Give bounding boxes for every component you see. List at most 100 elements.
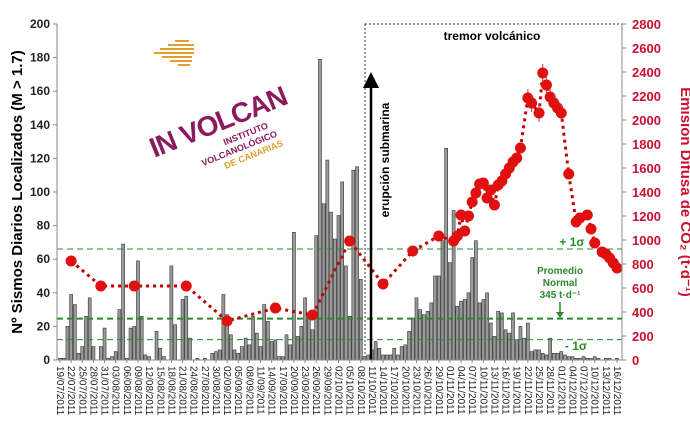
seismic-bar: [570, 356, 575, 361]
x-tick-label: 10/11/2011: [477, 366, 488, 415]
seismic-bar: [69, 294, 73, 361]
co2-point: [611, 262, 623, 274]
right-tick-label: 0: [632, 353, 639, 368]
x-tick-label: 21/08/2011: [177, 366, 188, 416]
seismic-bar: [217, 349, 222, 361]
seismic-bar: [255, 332, 259, 361]
seismic-bar: [184, 295, 189, 361]
x-tick-label: 02/09/2011: [221, 366, 232, 416]
seismic-bar: [306, 316, 311, 361]
seismic-bar: [548, 337, 552, 361]
seismic-bar: [377, 347, 382, 361]
right-axis-title: Emisión Difusa de CO₂ (t·d⁻¹): [677, 87, 690, 297]
left-axis-title: Nº Sismos Diarios Localizados (M > 1.7): [9, 50, 26, 333]
left-tick-label: 140: [30, 118, 50, 132]
seismic-bar: [91, 346, 96, 361]
co2-series: [65, 63, 623, 327]
x-tick-label: 30/08/2011: [210, 366, 221, 416]
x-tick-label: 28/07/2011: [87, 366, 98, 416]
co2-point: [540, 79, 552, 91]
right-tick-label: 2000: [632, 113, 661, 128]
seismic-bar: [477, 302, 482, 361]
co2-point: [533, 107, 545, 119]
seismic-bar: [221, 294, 226, 361]
co2-point: [514, 142, 526, 154]
reference-lines: [57, 248, 622, 341]
co2-point: [459, 225, 471, 237]
seismic-bar: [418, 309, 422, 361]
seismic-bar: [559, 351, 564, 361]
seismic-bar: [80, 346, 85, 361]
seismic-bar: [462, 299, 467, 361]
seismic-bar: [544, 354, 549, 361]
seismic-bar: [128, 327, 133, 361]
x-tick-label: 14/10/2011: [377, 366, 388, 416]
seismic-bar: [511, 312, 515, 361]
left-tick-label: 100: [30, 185, 50, 199]
right-tick-label: 200: [632, 329, 654, 344]
seismic-bar: [180, 299, 185, 361]
seismic-bar: [188, 337, 192, 361]
seismic-bar: [500, 312, 504, 361]
seismic-bar: [332, 238, 337, 361]
left-tick-label: 160: [30, 84, 50, 98]
x-tick-label: 16/12/2011: [611, 366, 622, 416]
co2-point: [462, 210, 474, 222]
seismic-bar: [273, 339, 278, 361]
seismic-bar: [210, 352, 215, 361]
seismic-bar: [422, 314, 426, 361]
x-tick-label: 01/11/2011: [444, 366, 455, 415]
x-tick-label: 05/09/2011: [232, 366, 243, 416]
seismic-bar: [280, 356, 285, 361]
mean-label-3: 345 t·d⁻¹: [540, 290, 582, 301]
seismic-bar: [299, 326, 304, 361]
left-tick-label: 0: [43, 353, 50, 367]
left-tick-label: 120: [30, 151, 50, 165]
seismic-bar: [247, 344, 252, 361]
seismic-bar: [169, 265, 174, 361]
mean-label-1: Promedio: [537, 266, 583, 277]
seismic-bar: [147, 356, 151, 361]
right-tick-label: 600: [632, 281, 654, 296]
seismic-bar: [592, 356, 597, 361]
eruption-label: erupción submarina: [378, 102, 392, 217]
co2-point: [407, 245, 419, 257]
x-tick-label: 28/11/2011: [544, 366, 555, 415]
seismic-bar: [481, 299, 486, 361]
x-tick-label: 03/08/2011: [110, 366, 121, 416]
seismic-bar: [262, 304, 267, 361]
x-tick-label: 27/08/2011: [199, 366, 210, 416]
seismic-bar: [87, 297, 92, 361]
left-tick-label: 40: [37, 286, 51, 300]
seismic-bar: [366, 354, 371, 361]
x-tick-label: 19/07/2011: [54, 366, 65, 416]
x-tick-label: 17/10/2011: [388, 366, 399, 416]
co2-point: [581, 209, 593, 221]
seismic-bar: [355, 166, 359, 361]
x-tick-label: 22/07/2011: [65, 366, 76, 416]
x-tick-label: 05/10/2011: [344, 366, 355, 416]
seismic-bar: [396, 354, 400, 361]
seismic-bar: [429, 302, 434, 361]
seismic-bar: [448, 262, 452, 361]
seismic-bar: [303, 297, 307, 361]
seismic-bar: [388, 354, 393, 361]
seismic-bar: [321, 203, 326, 361]
x-tick-label: 20/09/2011: [288, 366, 299, 416]
x-tick-label: 02/10/2011: [333, 366, 344, 416]
seismic-bar: [136, 260, 140, 361]
seismic-bar: [329, 211, 333, 361]
seismic-bar: [158, 347, 163, 361]
co2-point: [433, 230, 445, 242]
seismic-bar: [73, 304, 77, 361]
seismic-bar: [284, 334, 289, 361]
tremor-label: tremor volcánico: [444, 29, 541, 43]
logo-sun-icon: [154, 40, 194, 66]
right-tick-label: 2400: [632, 65, 661, 80]
seismic-bar: [266, 321, 270, 361]
co2-point: [95, 280, 107, 292]
seismic-bar: [533, 349, 538, 361]
seismic-bar: [555, 352, 560, 361]
seismic-bar: [277, 356, 281, 361]
